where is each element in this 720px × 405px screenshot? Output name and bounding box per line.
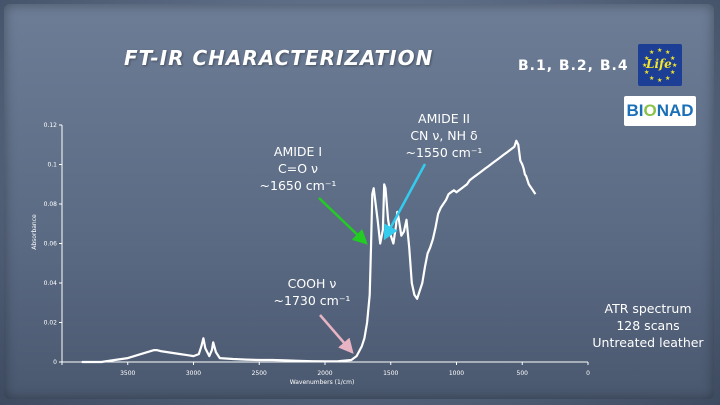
svg-text:★: ★ <box>665 49 670 56</box>
bionad-logo-part2: O <box>643 101 657 120</box>
x-tick-label: 1500 <box>383 370 398 377</box>
bionad-logo-part1: BI <box>626 101 644 120</box>
cooh-wavenumber: ~1730 cm⁻¹ <box>273 293 351 308</box>
amide1-arrow <box>318 197 368 245</box>
y-tick-label: 0.08 <box>44 201 58 208</box>
svg-text:★: ★ <box>642 62 647 69</box>
amide1-wavenumber: ~1650 cm⁻¹ <box>259 178 337 193</box>
eu-life-logo: ★ ★ ★ ★ ★ ★ ★ ★ ★ ★ ★ ★ Life <box>638 44 682 86</box>
svg-text:★: ★ <box>649 75 654 82</box>
svg-text:★: ★ <box>672 62 677 69</box>
x-tick-label: 0 <box>586 370 590 377</box>
amide2-annotation: AMIDE II CN ν, NH δ ~1550 cm⁻¹ <box>392 110 496 161</box>
amide2-wavenumber: ~1550 cm⁻¹ <box>405 145 483 160</box>
svg-text:★: ★ <box>665 75 670 82</box>
spectrum-info: ATR spectrum 128 scans Untreated leather <box>586 300 710 351</box>
svg-text:★: ★ <box>670 55 675 62</box>
eu-stars-icon: ★ ★★ ★★★ ★★★ ★★★ <box>642 47 677 84</box>
eu-logo-text: Life <box>646 57 672 71</box>
cooh-label: COOH ν <box>287 276 337 291</box>
scan-count: 128 scans <box>616 318 680 333</box>
amide1-annotation: AMIDE I C=O ν ~1650 cm⁻¹ <box>248 143 348 194</box>
x-tick-label: 1000 <box>449 370 464 377</box>
y-tick-label: 0.1 <box>47 162 57 169</box>
svg-text:★: ★ <box>644 69 649 76</box>
x-tick-label: 3500 <box>120 370 135 377</box>
cooh-annotation: COOH ν ~1730 cm⁻¹ <box>262 275 362 309</box>
svg-text:★: ★ <box>670 69 675 76</box>
amide2-mode: CN ν, NH δ <box>410 128 478 143</box>
amide1-label: AMIDE I <box>273 144 323 159</box>
y-axis-label: Absorbance <box>31 214 38 250</box>
svg-text:★: ★ <box>657 47 662 54</box>
cooh-arrow <box>319 314 354 354</box>
svg-text:★: ★ <box>649 49 654 56</box>
sample-ids: B.1, B.2, B.4 <box>518 58 629 74</box>
y-tick-label: 0.06 <box>44 241 58 248</box>
x-tick-label: 2500 <box>252 370 267 377</box>
x-tick-label: 2000 <box>317 370 332 377</box>
x-tick-label: 500 <box>517 370 529 377</box>
svg-text:★: ★ <box>657 77 662 84</box>
svg-text:★: ★ <box>644 55 649 62</box>
spectrum-line <box>81 139 537 364</box>
spectrum-type: ATR spectrum <box>604 301 692 316</box>
y-tick-label: 0.02 <box>44 320 58 327</box>
bionad-logo: BIONAD <box>624 96 696 126</box>
y-tick-label: 0 <box>53 359 57 366</box>
bionad-logo-part3: NAD <box>656 101 694 120</box>
x-axis-label: Wavenumbers (1/cm) <box>290 379 355 386</box>
slide-title: FT-IR CHARACTERIZATION <box>124 46 434 70</box>
slide-panel <box>4 4 714 399</box>
amide2-label: AMIDE II <box>418 111 470 126</box>
amide1-mode: C=O ν <box>278 161 318 176</box>
sample-description: Untreated leather <box>592 335 704 350</box>
x-tick-label: 3000 <box>186 370 201 377</box>
y-tick-label: 0.04 <box>44 280 58 287</box>
y-tick-label: 0.12 <box>44 122 58 129</box>
amide2-arrow <box>383 163 427 241</box>
